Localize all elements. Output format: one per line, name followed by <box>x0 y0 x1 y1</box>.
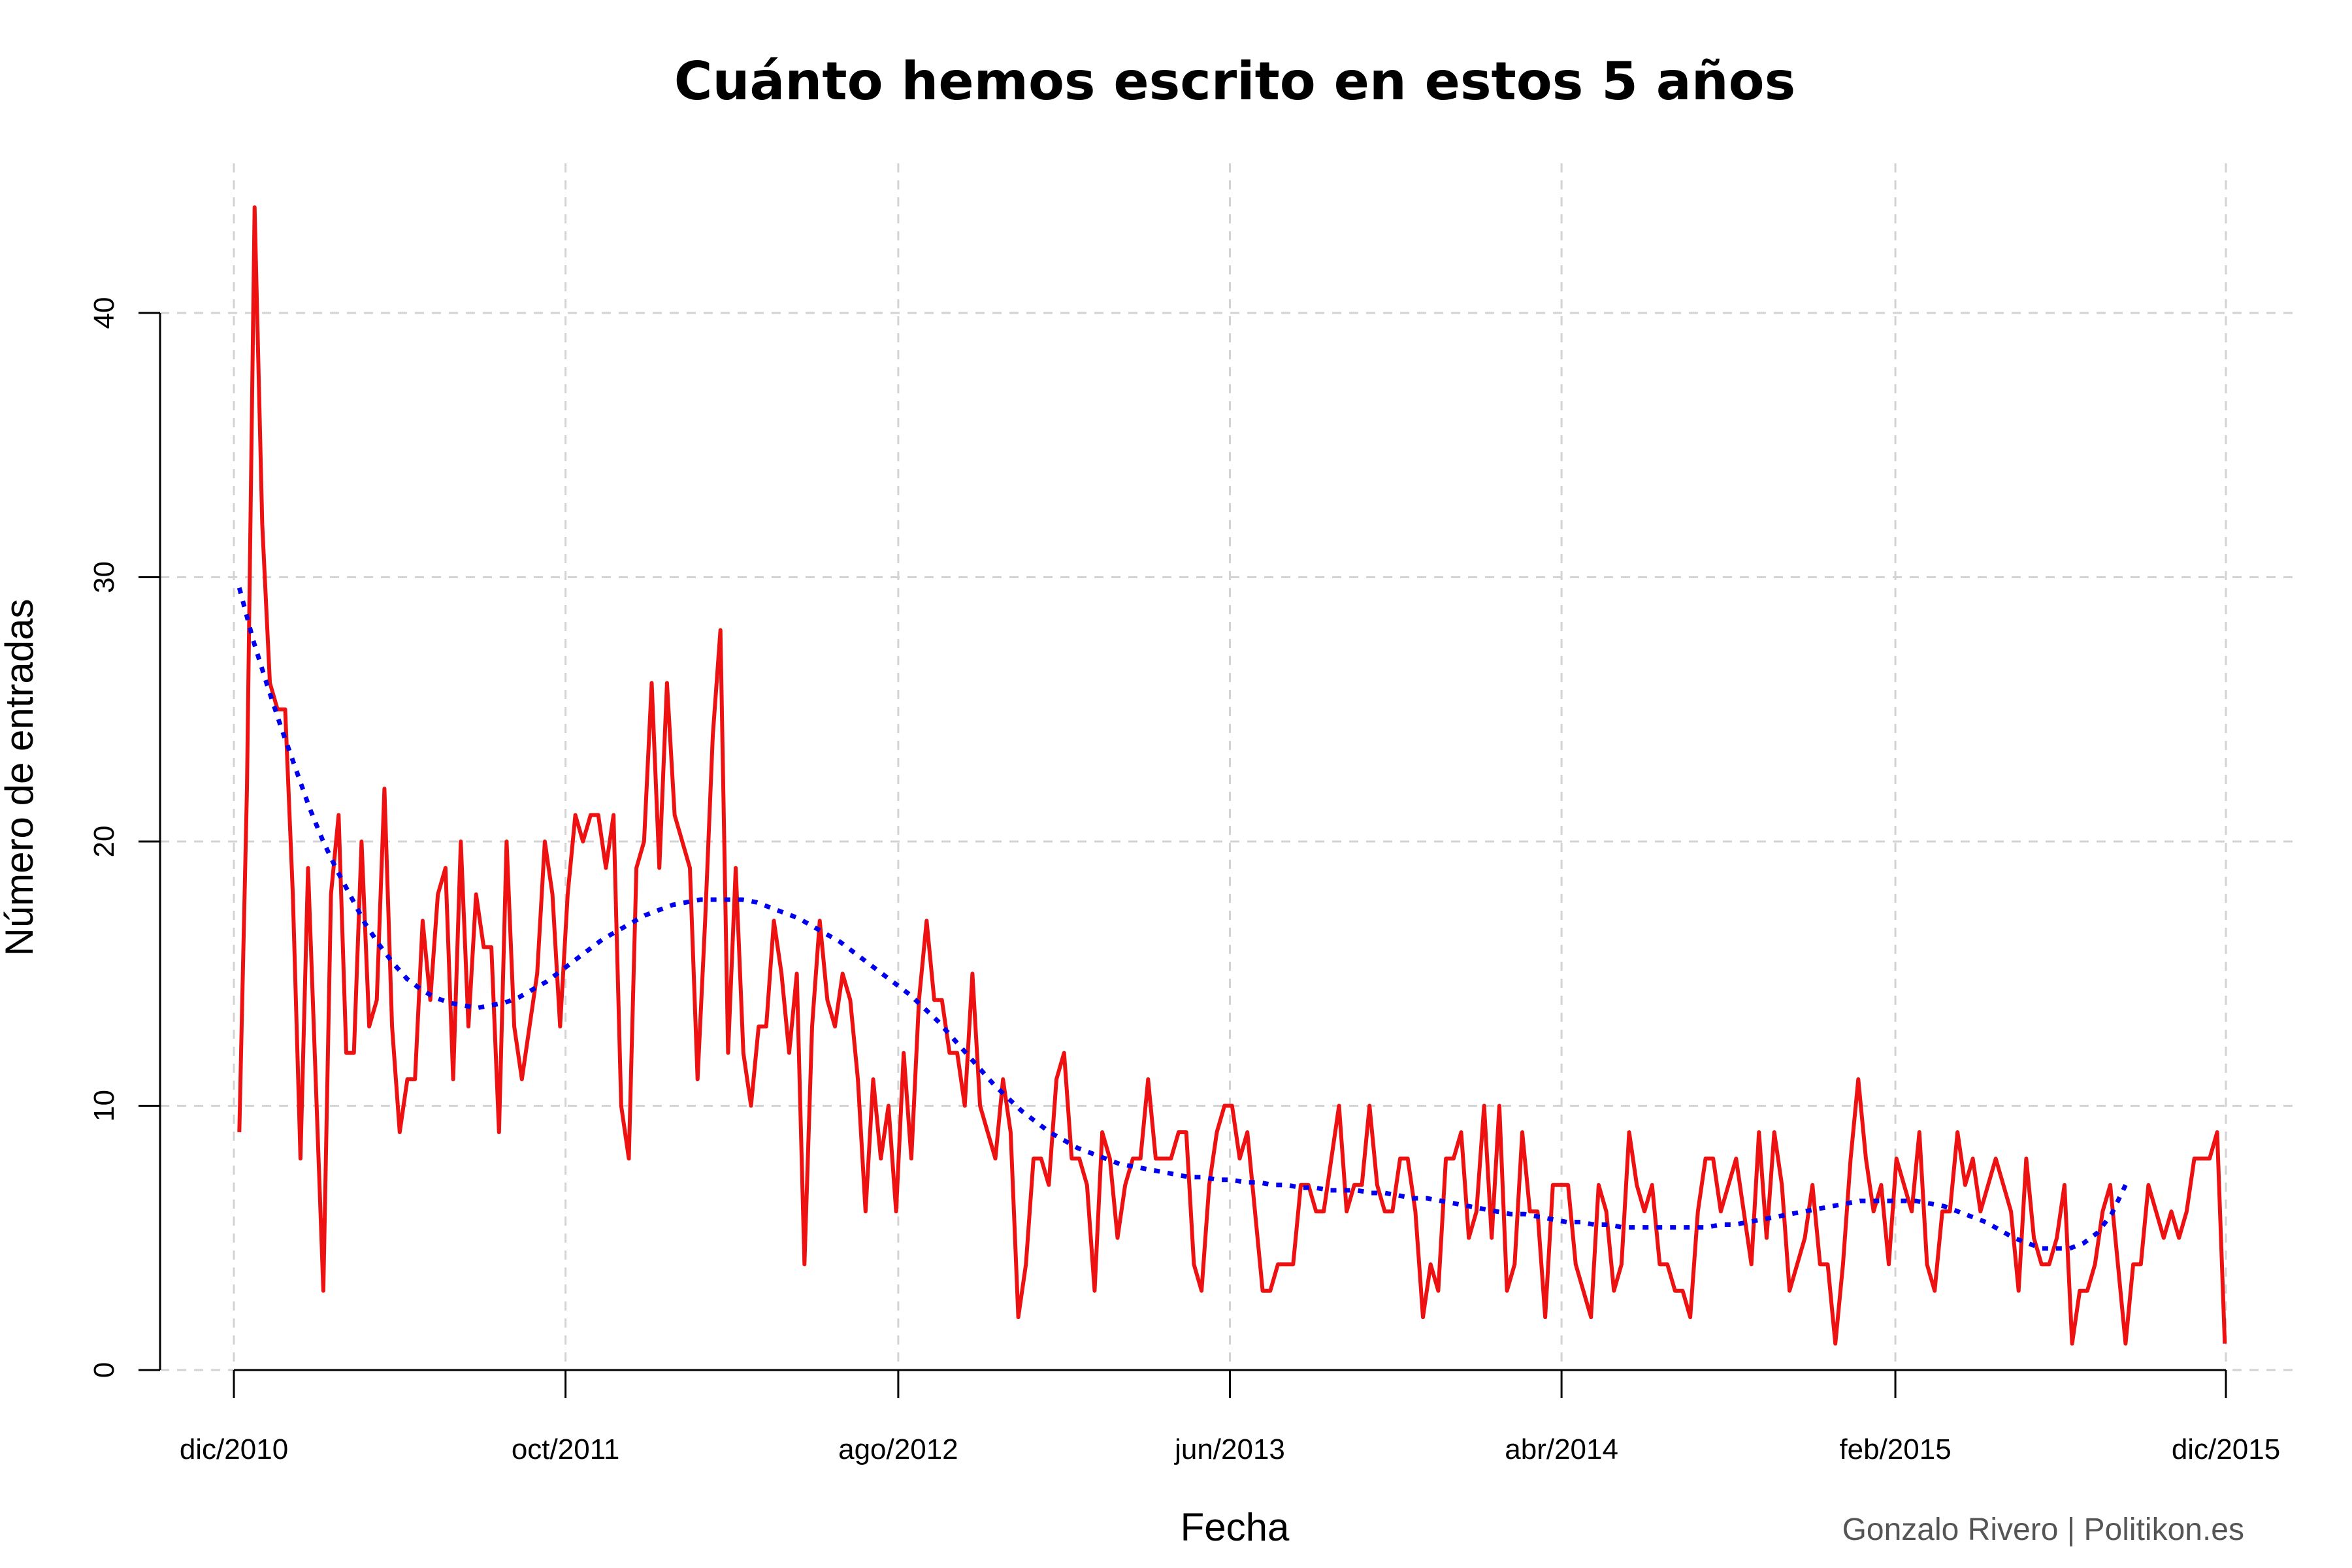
x-tick-label: jun/2013 <box>1173 1433 1285 1465</box>
weekly-entries-line <box>237 205 2227 1346</box>
smoothed-trend-line <box>237 587 2128 1251</box>
y-tick-label: 0 <box>88 1362 120 1378</box>
credit-text: Gonzalo Rivero | Politikon.es <box>1842 1512 2244 1547</box>
y-tick-label: 20 <box>88 826 120 858</box>
axes: dic/2010 oct/2011 ago/2012 jun/2013 abr/2014… <box>88 297 2280 1465</box>
x-tick-label: dic/2015 <box>2172 1433 2280 1465</box>
y-axis-label: Número de entradas <box>0 599 41 956</box>
series-layer <box>237 205 2227 1346</box>
y-tick-label: 40 <box>88 297 120 329</box>
x-tick-label: dic/2010 <box>180 1433 288 1465</box>
x-axis-label: Fecha <box>1181 1505 1290 1549</box>
x-tick-label: feb/2015 <box>1839 1433 1951 1465</box>
x-tick-label: oct/2011 <box>512 1433 620 1465</box>
y-tick-label: 10 <box>88 1090 120 1122</box>
x-tick-label: abr/2014 <box>1505 1433 1618 1465</box>
y-tick-label: 30 <box>88 561 120 593</box>
x-tick-label: ago/2012 <box>838 1433 958 1465</box>
chart-title: Cuánto hemos escrito en estos 5 años <box>674 51 1796 112</box>
